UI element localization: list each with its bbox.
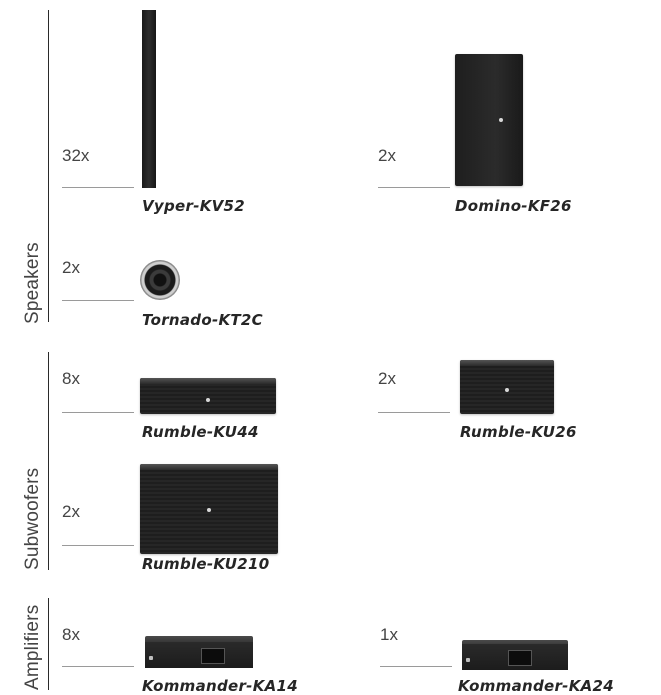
quantity-tick xyxy=(62,545,134,546)
amplifiers-section-rule xyxy=(48,598,49,690)
amplifiers-section-label: Amplifiers xyxy=(22,604,43,690)
tornado-kt2c-image xyxy=(140,260,180,300)
product-model-name: Tornado-KT2C xyxy=(142,311,263,329)
brand-logo-icon xyxy=(505,388,509,392)
speakers-section-rule xyxy=(48,10,49,322)
speakers-section-label: Speakers xyxy=(22,242,43,324)
rumble-ku26-image xyxy=(460,360,554,414)
vyper-kv52-image xyxy=(142,10,156,188)
power-led-icon xyxy=(466,658,470,662)
brand-logo-icon xyxy=(206,398,210,402)
amp-display xyxy=(201,648,225,664)
quantity-tick xyxy=(62,666,134,667)
product-model-name: Kommander-KA24 xyxy=(458,677,615,695)
brand-logo-icon xyxy=(499,118,503,122)
product-quantity: 32x xyxy=(62,146,90,165)
subwoofers-section-rule xyxy=(48,352,49,570)
kommander-ka24-image xyxy=(462,640,568,670)
subwoofers-section-label: Subwoofers xyxy=(22,467,43,570)
product-quantity: 2x xyxy=(62,502,80,521)
kommander-ka14-image xyxy=(145,636,253,668)
product-quantity: 2x xyxy=(378,369,396,388)
cabinet-top xyxy=(140,464,278,470)
rumble-ku210-image xyxy=(140,464,278,554)
amp-front-panel xyxy=(145,642,253,668)
brand-logo-icon xyxy=(207,508,211,512)
product-model-name: Domino-KF26 xyxy=(455,197,572,215)
quantity-tick xyxy=(62,412,134,413)
rumble-ku44-image xyxy=(140,378,276,414)
product-quantity: 8x xyxy=(62,369,80,388)
quantity-tick xyxy=(62,300,134,301)
product-quantity: 8x xyxy=(62,625,80,644)
product-quantity: 2x xyxy=(62,258,80,277)
product-model-name: Rumble-KU44 xyxy=(142,423,259,441)
domino-kf26-image xyxy=(455,54,523,186)
quantity-tick xyxy=(62,187,134,188)
amp-display xyxy=(508,650,532,666)
quantity-tick xyxy=(378,187,450,188)
cabinet-top xyxy=(140,378,276,384)
power-led-icon xyxy=(149,656,153,660)
product-model-name: Rumble-KU210 xyxy=(142,555,270,573)
product-model-name: Kommander-KA14 xyxy=(142,677,299,695)
quantity-tick xyxy=(380,666,452,667)
product-model-name: Vyper-KV52 xyxy=(142,197,246,215)
cabinet-top xyxy=(460,360,554,366)
product-model-name: Rumble-KU26 xyxy=(460,423,577,441)
quantity-tick xyxy=(378,412,450,413)
product-quantity: 1x xyxy=(380,625,398,644)
product-quantity: 2x xyxy=(378,146,396,165)
